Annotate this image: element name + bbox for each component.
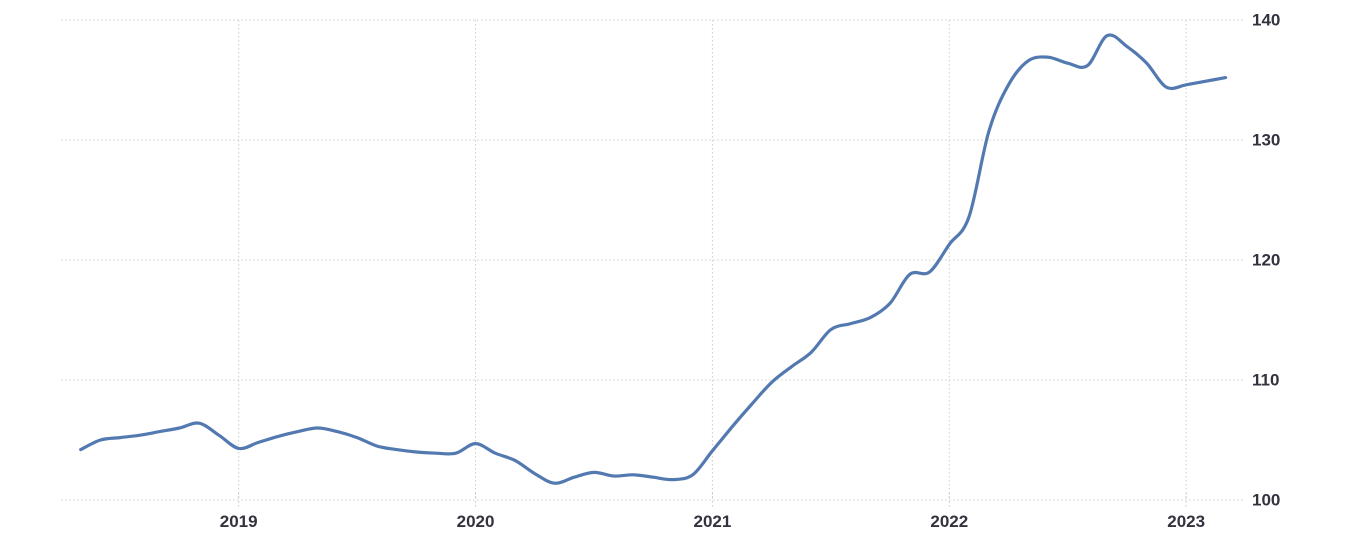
x-axis-labels: 2019 2020 2021 2022 2023	[220, 512, 1205, 531]
x-tick-label-2019: 2019	[220, 512, 258, 531]
x-tick-label-2020: 2020	[457, 512, 495, 531]
horizontal-gridlines	[61, 19, 1243, 501]
x-tick-label-2021: 2021	[693, 512, 731, 531]
y-tick-label-100: 100	[1252, 491, 1280, 510]
y-tick-label-130: 130	[1252, 131, 1280, 150]
y-tick-label-140: 140	[1252, 11, 1280, 30]
y-axis-labels: 100 110 120 130 140	[1252, 11, 1280, 510]
x-tick-label-2022: 2022	[930, 512, 968, 531]
x-tick-label-2023: 2023	[1167, 512, 1205, 531]
x-axis-tick-marks	[238, 493, 1187, 508]
vertical-gridlines	[238, 20, 1187, 500]
series-line	[79, 33, 1228, 485]
chart-plot-area[interactable]	[61, 20, 1243, 500]
y-tick-label-120: 120	[1252, 251, 1280, 270]
y-tick-label-110: 110	[1252, 371, 1279, 390]
